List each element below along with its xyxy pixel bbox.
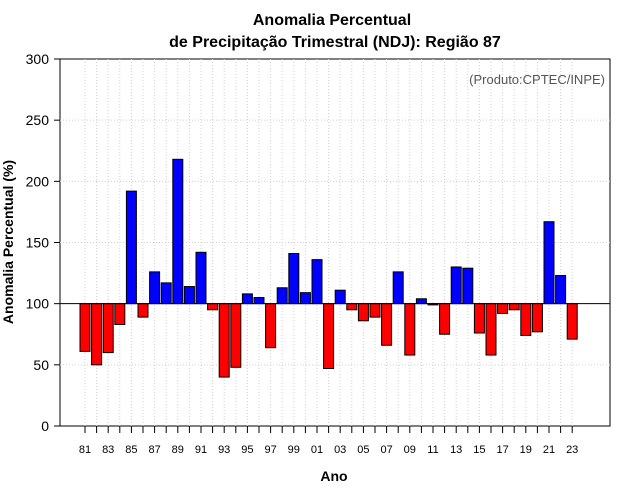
x-tick-label: 97 bbox=[264, 444, 276, 456]
bar-93 bbox=[218, 303, 230, 378]
y-tick-label: 250 bbox=[26, 112, 50, 128]
bar-21 bbox=[543, 221, 555, 305]
bar-90 bbox=[183, 286, 195, 305]
x-tick-label: 89 bbox=[172, 444, 184, 456]
bar-81 bbox=[79, 303, 91, 352]
bar-17 bbox=[497, 303, 509, 314]
bars bbox=[79, 158, 578, 378]
x-tick-label: 85 bbox=[125, 444, 137, 456]
bar-15 bbox=[473, 303, 485, 334]
x-tick-label: 81 bbox=[79, 444, 91, 456]
bar-97 bbox=[265, 303, 277, 349]
x-axis-ticks: 81 83 85 87 89 91 93 95 97 99 01 03 05 07 09 11 13 15 17 19… bbox=[79, 426, 578, 456]
bar-10 bbox=[415, 298, 427, 305]
x-tick-label: 11 bbox=[427, 444, 438, 456]
x-tick-label: 01 bbox=[311, 444, 323, 456]
bar-96 bbox=[253, 297, 265, 305]
bar-06 bbox=[369, 303, 381, 318]
bar-05 bbox=[357, 303, 369, 322]
bar-13 bbox=[450, 266, 462, 305]
bar-22 bbox=[555, 275, 567, 305]
x-tick-label: 83 bbox=[102, 444, 114, 456]
bar-86 bbox=[137, 303, 149, 318]
bar-91 bbox=[195, 251, 207, 305]
x-tick-label: 03 bbox=[334, 444, 346, 456]
bar-82 bbox=[91, 303, 103, 366]
bar-19 bbox=[520, 303, 532, 336]
bar-88 bbox=[160, 282, 172, 305]
bar-18 bbox=[508, 303, 520, 311]
bar-23 bbox=[566, 303, 578, 340]
x-tick-label: 95 bbox=[241, 444, 253, 456]
x-tick-label: 13 bbox=[450, 444, 462, 456]
bar-89 bbox=[172, 158, 184, 305]
chart-title-line2: de Precipitação Trimestral (NDJ): Região… bbox=[169, 34, 501, 51]
bar-08 bbox=[392, 271, 404, 305]
y-tick-label: 200 bbox=[26, 173, 50, 189]
bar-85 bbox=[125, 190, 137, 305]
x-tick-label: 87 bbox=[148, 444, 160, 456]
bar-02 bbox=[323, 303, 335, 370]
bar-94 bbox=[230, 303, 242, 368]
bar-09 bbox=[404, 303, 416, 356]
x-tick-label: 19 bbox=[520, 444, 532, 456]
y-tick-label: 50 bbox=[33, 357, 49, 373]
y-tick-label: 300 bbox=[26, 51, 50, 67]
bar-12 bbox=[439, 303, 451, 335]
bar-16 bbox=[485, 303, 497, 356]
y-tick-label: 100 bbox=[26, 296, 50, 312]
bar-99 bbox=[288, 253, 300, 305]
bar-84 bbox=[114, 303, 126, 325]
y-tick-label: 150 bbox=[26, 235, 50, 251]
x-tick-label: 99 bbox=[288, 444, 300, 456]
bar-87 bbox=[149, 271, 161, 305]
y-tick-label: 0 bbox=[41, 418, 49, 434]
y-axis-ticks: 0 50 100 150 200 250 300 bbox=[26, 51, 60, 434]
x-tick-label: 23 bbox=[566, 444, 578, 456]
x-tick-label: 07 bbox=[380, 444, 392, 456]
bar-04 bbox=[346, 303, 358, 311]
grid bbox=[60, 59, 610, 426]
bar-83 bbox=[102, 303, 114, 354]
x-tick-label: 09 bbox=[404, 444, 416, 456]
x-tick-label: 05 bbox=[357, 444, 369, 456]
bar-92 bbox=[207, 303, 219, 311]
x-tick-label: 93 bbox=[218, 444, 230, 456]
bar-00 bbox=[299, 292, 311, 305]
y-axis-label: Anomalia Percentual (%) bbox=[0, 160, 16, 324]
x-tick-label: 91 bbox=[195, 444, 207, 456]
x-tick-label: 21 bbox=[543, 444, 555, 456]
bar-07 bbox=[381, 303, 393, 346]
bar-95 bbox=[241, 293, 253, 305]
x-tick-label: 15 bbox=[473, 444, 485, 456]
bar-01 bbox=[311, 259, 323, 305]
bar-03 bbox=[334, 289, 346, 305]
x-axis-label: Ano bbox=[320, 468, 347, 484]
source-label: (Produto:CPTEC/INPE) bbox=[469, 72, 605, 87]
bar-14 bbox=[462, 267, 474, 305]
bar-20 bbox=[531, 303, 543, 333]
x-tick-label: 17 bbox=[496, 444, 508, 456]
chart-title-line1: Anomalia Percentual bbox=[253, 12, 411, 29]
bar-98 bbox=[276, 287, 288, 305]
